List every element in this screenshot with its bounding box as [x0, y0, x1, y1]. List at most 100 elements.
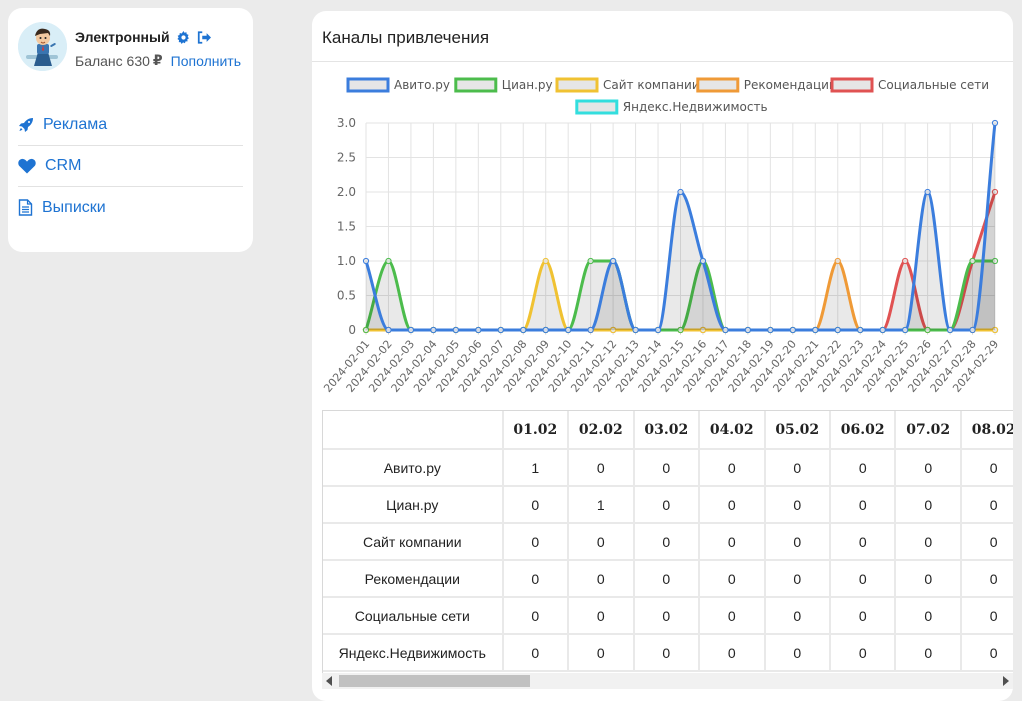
table-row: Социальные сети 0 0 0 0 0 0 0 0 [323, 597, 1013, 635]
scroll-left-button[interactable] [322, 673, 338, 689]
data-point[interactable] [767, 326, 774, 334]
y-tick-label: 0 [348, 323, 356, 337]
arrow-right-icon [1003, 676, 1009, 686]
data-point[interactable] [677, 188, 684, 196]
data-point[interactable] [991, 257, 999, 265]
data-point[interactable] [587, 326, 594, 334]
legend-item[interactable]: Сайт компании [555, 77, 700, 93]
y-tick-label: 0.5 [337, 289, 356, 303]
table-cell: 0 [960, 560, 1013, 598]
data-point[interactable] [789, 326, 796, 334]
table-cell: 0 [699, 486, 766, 524]
table-cell: 0 [502, 597, 570, 635]
data-point[interactable] [362, 257, 370, 265]
data-point[interactable] [699, 326, 707, 334]
data-point[interactable] [991, 188, 999, 196]
data-point[interactable] [834, 257, 841, 265]
data-point[interactable] [565, 326, 572, 334]
data-point[interactable] [812, 326, 819, 334]
table-cell: 0 [764, 634, 831, 672]
data-point[interactable] [924, 326, 931, 334]
table-cell: 0 [829, 523, 897, 561]
data-point[interactable] [902, 326, 909, 334]
table-cell: 0 [764, 449, 831, 487]
data-point[interactable] [542, 326, 549, 334]
table-cell: 0 [960, 449, 1013, 487]
legend-item[interactable]: Рекомендации [696, 77, 837, 93]
legend-item[interactable]: Яндекс.Недвижимость [575, 99, 768, 115]
data-point[interactable] [946, 326, 954, 334]
logout-icon[interactable] [197, 30, 211, 44]
legend-item[interactable]: Авито.ру [346, 77, 450, 93]
data-point[interactable] [879, 326, 886, 334]
table-column-header: 07.02 [895, 411, 962, 450]
data-point[interactable] [632, 326, 639, 334]
table-cell: 0 [633, 449, 701, 487]
user-name: Электронный [75, 29, 170, 45]
arrow-left-icon [326, 676, 332, 686]
table-cell: 0 [895, 449, 962, 487]
table-cell: 0 [633, 523, 701, 561]
table-row: Яндекс.Недвижимость 0 0 0 0 0 0 0 0 [323, 634, 1013, 672]
channels-chart: 00.51.01.52.02.53.02024-02-012024-02-022… [321, 77, 1001, 395]
data-point[interactable] [991, 326, 999, 334]
data-point[interactable] [969, 257, 976, 265]
data-point[interactable] [610, 326, 617, 334]
legend-swatch [346, 77, 390, 93]
y-tick-label: 1.0 [337, 254, 356, 268]
data-point[interactable] [385, 326, 392, 334]
table-cell: 0 [960, 597, 1013, 635]
sidebar-item-crm[interactable]: CRM [18, 146, 243, 187]
legend-label: Яндекс.Недвижимость [623, 100, 768, 114]
data-point[interactable] [722, 326, 729, 334]
sidebar-item-statements[interactable]: Выписки [18, 187, 243, 228]
sidebar-item-ads[interactable]: Реклама [18, 105, 243, 146]
topup-link[interactable]: Пополнить [170, 52, 242, 69]
channels-table-wrapper[interactable]: 01.02 02.02 03.02 04.02 05.02 06.02 07.02 08.02… [322, 410, 1013, 673]
avatar[interactable] [18, 22, 67, 71]
data-point[interactable] [699, 257, 707, 265]
data-point[interactable] [362, 326, 370, 334]
horizontal-scrollbar[interactable] [322, 673, 1013, 689]
scroll-thumb[interactable] [339, 675, 530, 687]
balance-row: Баланс 630 ₽ Пополнить [75, 52, 241, 69]
data-point[interactable] [857, 326, 864, 334]
data-point[interactable] [969, 326, 976, 334]
table-row-label: Сайт компании [323, 523, 504, 561]
data-point[interactable] [991, 119, 999, 127]
table-cell: 0 [829, 486, 897, 524]
data-point[interactable] [587, 257, 594, 265]
table-row-label: Авито.ру [323, 449, 504, 487]
table-cell: 0 [633, 560, 701, 598]
legend-item[interactable]: Социальные сети [830, 77, 989, 93]
data-point[interactable] [610, 257, 617, 265]
data-point[interactable] [834, 326, 841, 334]
legend-item[interactable]: Циан.ру [454, 77, 553, 93]
heart-icon [18, 158, 36, 174]
data-point[interactable] [385, 257, 392, 265]
table-column-header: 04.02 [699, 411, 766, 450]
data-point[interactable] [430, 326, 437, 334]
table-column-header: 02.02 [568, 411, 635, 450]
scroll-right-button[interactable] [997, 673, 1013, 689]
data-point[interactable] [497, 326, 504, 334]
table-column-header: 03.02 [633, 411, 701, 450]
data-point[interactable] [924, 188, 931, 196]
table-column-header: 08.02 [960, 411, 1013, 450]
data-point[interactable] [654, 326, 662, 334]
table-row: Рекомендации 0 0 0 0 0 0 0 0 [323, 560, 1013, 598]
data-point[interactable] [902, 257, 909, 265]
table-cell: 0 [895, 560, 962, 598]
avatar-illustration-icon [18, 22, 67, 71]
data-point[interactable] [475, 326, 482, 334]
data-point[interactable] [542, 257, 549, 265]
table-cell: 0 [895, 486, 962, 524]
data-point[interactable] [520, 326, 527, 334]
table-cell: 0 [960, 523, 1013, 561]
table-cell: 0 [699, 560, 766, 598]
data-point[interactable] [744, 326, 751, 334]
data-point[interactable] [407, 326, 415, 334]
settings-gear-icon[interactable] [176, 30, 190, 44]
data-point[interactable] [677, 326, 684, 334]
data-point[interactable] [452, 326, 459, 334]
